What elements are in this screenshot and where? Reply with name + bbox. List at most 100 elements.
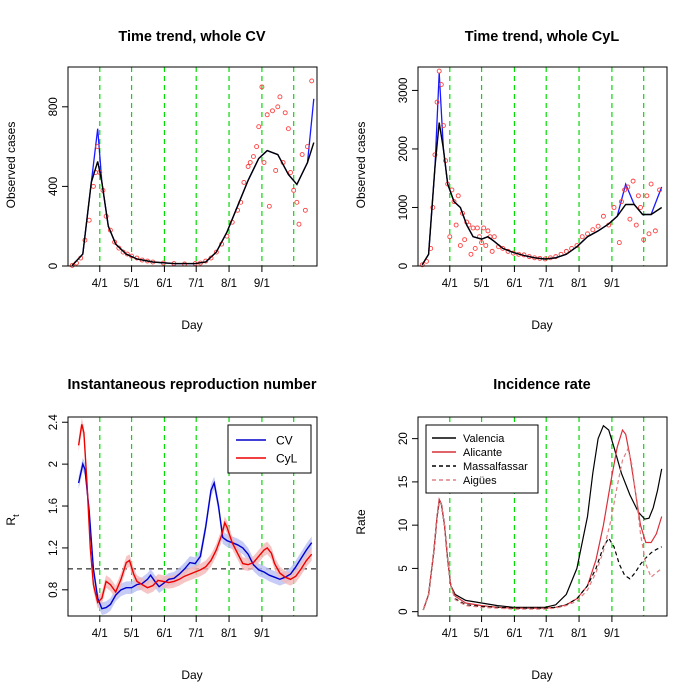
x-tick-label: 6/1 [506, 628, 522, 640]
observed-point [630, 178, 636, 184]
y-tick-label: 0 [48, 263, 60, 269]
observed-point [438, 82, 444, 88]
panel-incidence-rate: Incidence rate Day Rate 4/1 5/1 6/1 7/1 8/1 9… [354, 377, 668, 682]
observed-point [483, 243, 489, 248]
observed-point [646, 231, 652, 237]
observed-point [302, 207, 308, 213]
observed-point [270, 108, 275, 114]
y-tick-label: 20 [398, 432, 410, 445]
observed-point [481, 225, 487, 231]
observed-point [641, 237, 647, 243]
y-axis-label: Rt [4, 514, 21, 526]
observed-point [622, 187, 628, 193]
legend-box [425, 424, 539, 494]
observed-point [491, 234, 497, 240]
observed-point [479, 240, 485, 246]
legend-label: Alicante [463, 447, 502, 459]
observed-point [436, 68, 442, 74]
observed-point [563, 248, 569, 254]
observed-point [616, 240, 622, 246]
observed-point [474, 225, 480, 231]
plot-frame [67, 66, 318, 267]
trend-line [71, 142, 315, 266]
observed-point [213, 249, 219, 255]
y-tick-label: 0 [398, 263, 410, 269]
x-axis-label: Day [181, 668, 202, 682]
observed-point [250, 154, 256, 160]
observed-point [245, 164, 251, 169]
plot-frame [417, 66, 668, 267]
plot-frame [67, 416, 318, 617]
y-axis-label-main: R [4, 517, 18, 526]
observed-point [291, 187, 297, 193]
chart-title: Instantaneous reproduction number [68, 377, 317, 393]
x-tick-label: 5/1 [474, 278, 490, 290]
observed-point [472, 245, 478, 251]
y-tick-label: 3000 [398, 78, 410, 104]
observed-point [305, 144, 310, 150]
x-tick-label: 8/1 [571, 628, 587, 640]
observed-point [633, 222, 639, 228]
observed-point [585, 231, 590, 237]
observed-point [595, 223, 601, 229]
observed-point [259, 84, 265, 90]
x-tick-label: 4/1 [442, 628, 458, 640]
observed-point [644, 193, 650, 199]
panel-cv-time-trend: Time trend, whole CV Day Observed cases … [4, 29, 318, 332]
x-tick-label: 6/1 [506, 278, 522, 290]
x-tick-label: 8/1 [571, 278, 587, 290]
observed-point [277, 94, 283, 100]
y-tick-label: 5 [398, 565, 410, 571]
observed-point [627, 216, 633, 222]
observed-point [652, 228, 658, 234]
observed-point [648, 181, 654, 187]
observed-point [294, 199, 300, 205]
observed-point [261, 160, 267, 165]
x-tick-label: 4/1 [92, 628, 108, 640]
legend-label: Valencia [463, 433, 505, 445]
observed-point [285, 126, 291, 132]
observed-point [266, 203, 272, 209]
observed-point [625, 184, 631, 190]
x-tick-label: 9/1 [254, 628, 270, 640]
y-axis-label: Rate [354, 509, 368, 535]
observed-point [254, 144, 260, 150]
y-tick-label: 2.4 [48, 414, 60, 431]
observed-point [241, 179, 247, 185]
observed-point [273, 168, 279, 173]
observed-point [282, 110, 288, 116]
x-tick-label: 8/1 [221, 278, 237, 290]
svg-text:Rt: Rt [4, 514, 21, 526]
legend-label: Aigües [463, 475, 497, 487]
observed-point [299, 152, 305, 158]
x-tick-label: 7/1 [538, 278, 554, 290]
x-tick-label: 6/1 [156, 628, 172, 640]
y-tick-label: 2000 [398, 136, 410, 162]
observed-point [432, 152, 438, 158]
observed-point [489, 248, 495, 254]
panel-cyl-time-trend: Time trend, whole CyL Day Observed cases… [354, 29, 668, 332]
observed-point [309, 78, 315, 84]
y-tick-label: 10 [398, 519, 410, 532]
x-axis-label: Day [531, 668, 552, 682]
x-tick-label: 4/1 [442, 278, 458, 290]
y-axis-label: Observed cases [354, 122, 368, 209]
y-tick-label: 2 [48, 461, 60, 467]
observed-point [618, 199, 624, 205]
y-tick-label: 800 [48, 97, 60, 116]
panel-reproduction-number: Instantaneous reproduction number Day Rt… [4, 377, 318, 682]
x-tick-label: 7/1 [188, 278, 204, 290]
x-tick-label: 5/1 [124, 628, 140, 640]
observed-point [247, 160, 253, 165]
observed-point [440, 123, 446, 128]
x-tick-label: 4/1 [92, 278, 108, 290]
x-axis-label: Day [181, 318, 202, 332]
y-tick-label: 0 [398, 608, 410, 614]
y-axis-label: Observed cases [4, 122, 18, 209]
observed-point [419, 262, 425, 268]
observed-point [434, 99, 440, 105]
plot-frame [417, 416, 668, 617]
series-line-cv [77, 461, 313, 610]
